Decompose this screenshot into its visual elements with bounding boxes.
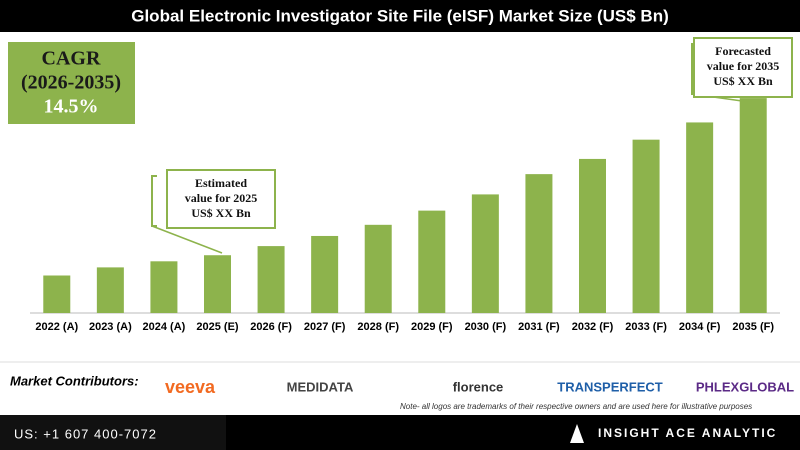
x-tick-label: 2031 (F)	[518, 321, 560, 333]
callout-bracket	[151, 175, 157, 227]
x-tick-label: 2030 (F)	[465, 321, 507, 333]
bar	[525, 174, 553, 313]
x-tick-label: 2025 (E)	[196, 321, 239, 333]
bar	[311, 235, 339, 313]
brand: INSIGHT ACE ANALYTIC	[598, 426, 777, 440]
callout-text: US$ XX Bn	[713, 74, 773, 88]
logo: PHLEXGLOBAL	[696, 379, 794, 394]
x-tick-label: 2023 (A)	[89, 321, 132, 333]
logo: TRANSPERFECT	[557, 379, 663, 394]
x-tick-label: 2033 (F)	[625, 321, 667, 333]
title-bar	[0, 0, 800, 32]
callout-text: value for 2035	[707, 59, 779, 73]
x-tick-label: 2026 (F)	[250, 321, 292, 333]
bar	[686, 122, 714, 313]
bar	[739, 98, 767, 313]
contributors-label: Market Contributors:	[10, 373, 139, 388]
x-tick-label: 2027 (F)	[304, 321, 346, 333]
bar	[579, 158, 606, 313]
x-tick-label: 2022 (A)	[35, 321, 78, 333]
callout-text: Estimated	[195, 176, 247, 190]
bar	[204, 255, 231, 313]
callout-text: value for 2025	[185, 191, 257, 205]
bar	[257, 246, 285, 313]
x-tick-label: 2032 (F)	[572, 321, 614, 333]
chart-title: Global Electronic Investigator Site File…	[131, 6, 669, 25]
logo: florence	[453, 379, 504, 394]
logo-note: Note- all logos are trademarks of their …	[400, 402, 752, 411]
x-tick-label: 2034 (F)	[679, 321, 721, 333]
footer-left	[0, 415, 226, 450]
x-tick-label: 2029 (F)	[411, 321, 453, 333]
callout-box	[166, 169, 276, 229]
x-tick-label: 2035 (F)	[732, 321, 774, 333]
cagr-value: 14.5%	[44, 96, 99, 118]
callout-text: Forecasted	[715, 44, 771, 58]
x-tick-label: 2024 (A)	[143, 321, 186, 333]
bar	[632, 139, 660, 313]
callout-pointer	[151, 225, 223, 254]
bar	[364, 224, 392, 313]
x-tick-label: 2028 (F)	[357, 321, 399, 333]
brand-icon	[570, 424, 584, 443]
callout-text: US$ XX Bn	[191, 206, 251, 220]
bar	[43, 275, 71, 313]
bar	[96, 267, 124, 313]
logo: veeva	[165, 377, 216, 397]
cagr-period: (2026-2035)	[21, 72, 121, 94]
cagr-label: CAGR	[42, 48, 101, 70]
cagr-box	[8, 42, 135, 124]
phone: US: +1 607 400-7072	[14, 426, 157, 441]
bar	[471, 194, 499, 313]
callout-box	[693, 37, 793, 98]
bar	[150, 261, 178, 313]
bar	[418, 210, 446, 313]
logo: MEDIDATA	[287, 379, 354, 394]
